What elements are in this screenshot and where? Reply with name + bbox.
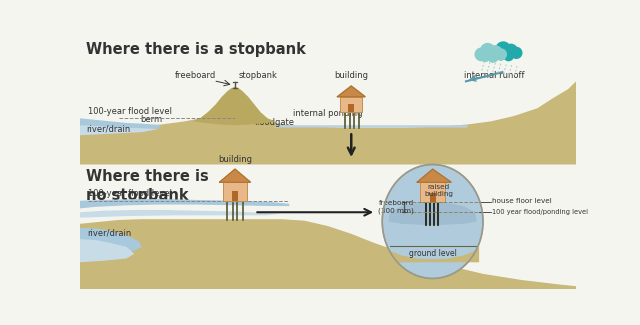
Circle shape <box>503 51 514 61</box>
Text: stopbank: stopbank <box>239 71 278 80</box>
Polygon shape <box>80 227 142 289</box>
Circle shape <box>504 44 518 58</box>
Polygon shape <box>220 169 250 182</box>
Polygon shape <box>388 202 477 225</box>
Polygon shape <box>417 169 451 182</box>
Bar <box>232 191 238 201</box>
Text: ground level: ground level <box>409 249 456 258</box>
Polygon shape <box>80 239 134 289</box>
Text: building: building <box>334 71 368 80</box>
Text: 100-year flood level: 100-year flood level <box>88 107 172 116</box>
Polygon shape <box>80 81 576 164</box>
Polygon shape <box>80 219 576 289</box>
Circle shape <box>480 51 491 62</box>
Ellipse shape <box>382 164 483 279</box>
Polygon shape <box>337 86 365 97</box>
Text: floodgate: floodgate <box>254 118 294 127</box>
Circle shape <box>495 50 506 60</box>
Text: berm: berm <box>140 115 163 124</box>
Text: 100-year flood level: 100-year flood level <box>88 189 172 198</box>
Circle shape <box>510 47 522 59</box>
Polygon shape <box>80 210 282 224</box>
Circle shape <box>480 43 495 58</box>
Text: freeboard
(300 mm): freeboard (300 mm) <box>378 200 414 214</box>
Polygon shape <box>274 125 467 127</box>
Text: internal runoff: internal runoff <box>465 72 525 80</box>
Text: freeboard: freeboard <box>174 71 216 80</box>
Polygon shape <box>80 125 157 164</box>
Circle shape <box>488 45 502 59</box>
Text: Where there is a stopbank: Where there is a stopbank <box>86 42 306 57</box>
Circle shape <box>495 48 507 60</box>
Polygon shape <box>80 199 289 224</box>
Circle shape <box>474 47 488 61</box>
Text: house floor level: house floor level <box>492 199 552 204</box>
Polygon shape <box>386 247 479 262</box>
Text: building: building <box>218 155 252 164</box>
Text: river/drain: river/drain <box>88 228 132 238</box>
Polygon shape <box>193 87 275 125</box>
Bar <box>340 97 362 112</box>
Text: 100 year flood/ponding level: 100 year flood/ponding level <box>492 209 588 215</box>
Circle shape <box>490 46 504 60</box>
Bar <box>348 104 355 112</box>
Text: raised
building: raised building <box>424 184 453 197</box>
Polygon shape <box>80 118 161 164</box>
Circle shape <box>488 52 499 63</box>
Circle shape <box>495 41 511 57</box>
Bar <box>429 193 436 202</box>
Text: river/drain: river/drain <box>86 124 131 134</box>
Bar <box>223 182 248 201</box>
Text: Where there is
no stopbank: Where there is no stopbank <box>86 169 209 203</box>
Text: internal ponding: internal ponding <box>293 109 363 118</box>
Bar <box>420 182 445 202</box>
